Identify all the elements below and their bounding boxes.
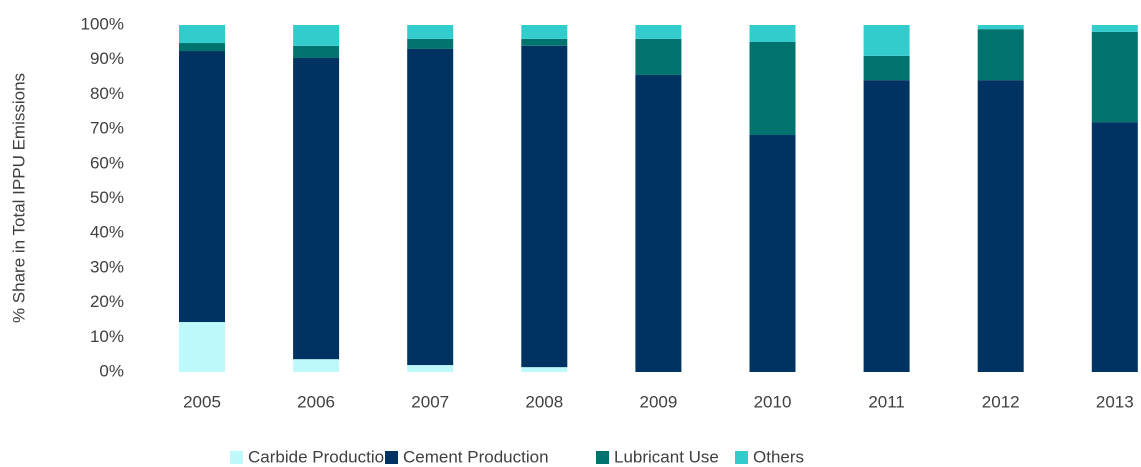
- x-tick-label: 2005: [183, 392, 221, 411]
- bar-segment: [863, 80, 910, 372]
- y-tick-label: 30%: [90, 257, 124, 276]
- bar-segment: [977, 25, 1024, 30]
- bar-segment: [293, 45, 340, 58]
- x-tick-label: 2011: [868, 392, 905, 411]
- bar-segment: [179, 51, 225, 323]
- bar-segment: [635, 74, 682, 372]
- x-tick-label: 2007: [411, 392, 449, 411]
- legend-swatch: [596, 451, 609, 464]
- y-tick-label: 90%: [90, 49, 124, 68]
- bar-segment: [1091, 25, 1138, 32]
- legend-label: Cement Production: [403, 447, 549, 466]
- y-tick-label: 70%: [90, 119, 124, 138]
- y-tick-label: 10%: [90, 327, 124, 346]
- bar-segment: [1091, 122, 1138, 372]
- bar-segment: [521, 367, 568, 372]
- bar-segment: [1091, 31, 1138, 123]
- bar-segment: [293, 57, 340, 360]
- y-tick-label: 100%: [81, 14, 124, 33]
- y-tick-label: 80%: [90, 84, 124, 103]
- bar-segment: [635, 25, 682, 39]
- bar-segment: [293, 25, 340, 46]
- legend-swatch: [385, 451, 398, 464]
- bar-segment: [863, 55, 910, 81]
- bar-segment: [749, 25, 796, 43]
- y-tick-label: 50%: [90, 188, 124, 207]
- bar-segment: [749, 134, 796, 372]
- y-tick-label: 0%: [99, 361, 124, 380]
- bar-segment: [977, 29, 1024, 81]
- bar-segment: [407, 48, 454, 366]
- x-tick-label: 2009: [639, 392, 677, 411]
- bar-segment: [407, 365, 454, 372]
- bar-segment: [863, 25, 910, 56]
- bar-segment: [407, 38, 454, 49]
- y-tick-label: 60%: [90, 153, 124, 172]
- bar-segment: [179, 25, 225, 44]
- legend-swatch: [735, 451, 748, 464]
- bar-segment: [179, 43, 225, 52]
- x-tick-label: 2010: [754, 392, 792, 411]
- bar-segment: [521, 25, 568, 39]
- x-tick-label: 2006: [297, 392, 335, 411]
- y-axis-label: % Share in Total IPPU Emissions: [9, 73, 28, 323]
- bar-segment: [977, 80, 1024, 372]
- bar-segment: [521, 38, 568, 46]
- bar-segment: [521, 45, 568, 368]
- legend-label: Lubricant Use: [614, 447, 719, 466]
- bar-segment: [293, 359, 340, 372]
- legend-label: Carbide Production: [248, 447, 394, 466]
- x-tick-label: 2012: [982, 392, 1020, 411]
- x-tick-label: 2013: [1096, 392, 1134, 411]
- y-tick-label: 40%: [90, 223, 124, 242]
- legend-swatch: [230, 451, 243, 464]
- bar-segment: [179, 322, 225, 372]
- bar-segment: [407, 25, 454, 39]
- x-tick-label: 2008: [525, 392, 563, 411]
- bar-segment: [749, 42, 796, 135]
- legend-label: Others: [753, 447, 804, 466]
- y-tick-label: 20%: [90, 292, 124, 311]
- bar-segment: [635, 38, 682, 75]
